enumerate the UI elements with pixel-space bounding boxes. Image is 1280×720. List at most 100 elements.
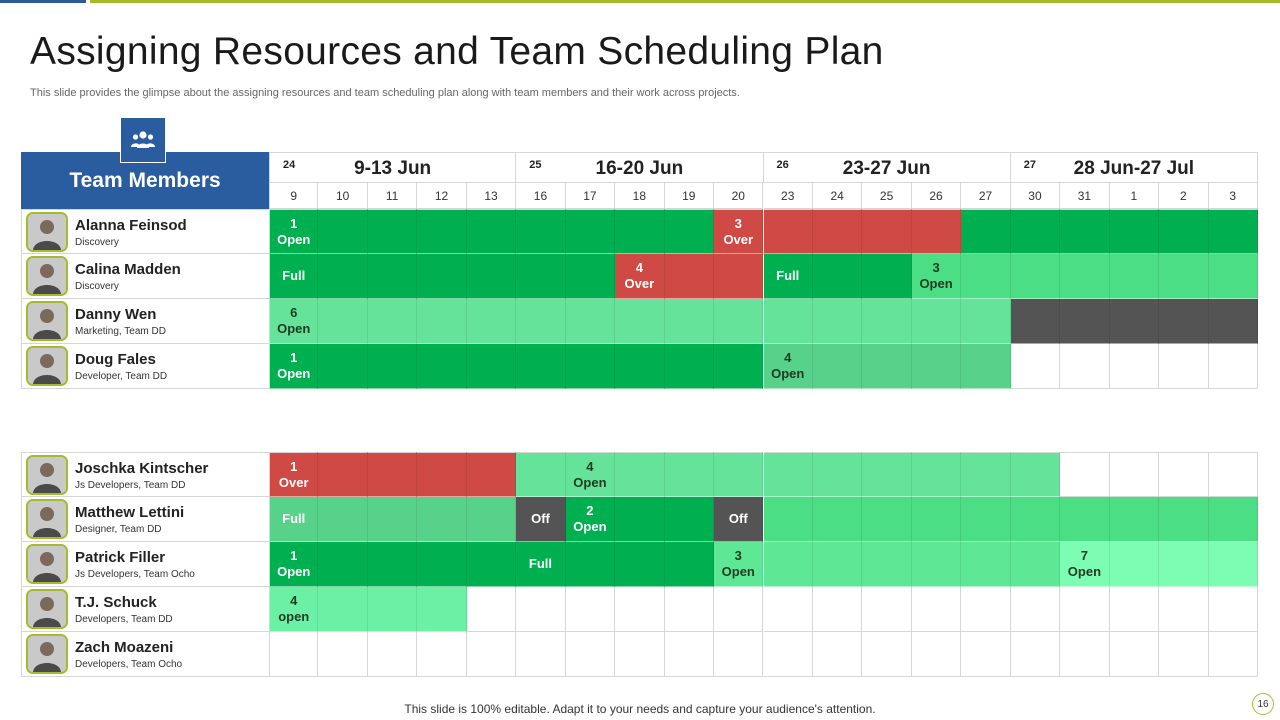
schedule-cell <box>961 452 1011 497</box>
schedule-cell <box>1208 254 1258 299</box>
schedule-cell <box>763 542 813 587</box>
schedule-cell <box>417 542 467 587</box>
schedule-cell <box>417 299 467 344</box>
schedule-cell <box>1060 452 1110 497</box>
schedule-cell <box>812 344 863 389</box>
schedule-cell <box>664 587 715 632</box>
week-label: 23-27 Jun <box>842 158 931 179</box>
member-row-label: Patrick Filler Js Developers, Team Ocho <box>21 542 269 587</box>
cell-status: 4 open <box>278 593 310 624</box>
footer-note: This slide is 100% editable. Adapt it to… <box>404 702 876 716</box>
day-header: 2 <box>1159 183 1209 209</box>
day-header: 9 <box>269 183 319 209</box>
schedule-cell: 3 Open <box>911 254 962 299</box>
schedule-cell <box>1010 632 1061 677</box>
schedule-cell <box>318 452 368 497</box>
week-number: 27 <box>1023 159 1036 171</box>
schedule-cell <box>911 497 962 542</box>
member-role: Marketing, Team DD <box>75 326 166 337</box>
member-row-label: Matthew Lettini Designer, Team DD <box>21 497 269 542</box>
schedule-cell <box>714 452 764 497</box>
schedule-cell <box>763 209 813 254</box>
schedule-cell <box>565 209 616 254</box>
cell-status: Off <box>728 511 748 526</box>
schedule-cell <box>1208 299 1258 344</box>
schedule-cell <box>763 299 813 344</box>
schedule-cell <box>961 209 1011 254</box>
day-header: 25 <box>862 183 912 209</box>
member-name: Zach Moazeni <box>75 639 174 656</box>
day-header: 26 <box>911 183 962 209</box>
schedule-cell: 3 Open <box>714 542 764 587</box>
schedule-cell <box>1060 587 1110 632</box>
member-row-label: Joschka Kintscher Js Developers, Team DD <box>21 452 269 497</box>
avatar <box>26 634 68 674</box>
week-number: 25 <box>529 159 542 171</box>
schedule-cell: 4 open <box>269 587 319 632</box>
schedule-cell <box>318 587 368 632</box>
schedule-cell <box>615 209 665 254</box>
week-header: 27 28 Jun-27 Jul <box>1010 152 1258 183</box>
schedule-cell: 4 Over <box>615 254 665 299</box>
member-row-label: Alanna Feinsod Discovery <box>21 209 269 254</box>
schedule-cell <box>1060 209 1110 254</box>
schedule-cell <box>1159 344 1209 389</box>
schedule-cell <box>664 209 715 254</box>
member-name: Patrick Filler <box>75 549 166 566</box>
schedule-cell <box>318 542 368 587</box>
day-header: 24 <box>812 183 863 209</box>
day-header: 27 <box>961 183 1011 209</box>
schedule-cell <box>615 299 665 344</box>
schedule-cell <box>367 344 418 389</box>
schedule-cell <box>466 344 517 389</box>
cell-status: 2 Open <box>573 503 607 534</box>
cell-status: 3 Open <box>721 548 755 579</box>
schedule-cell <box>862 587 912 632</box>
schedule-cell <box>1109 542 1160 587</box>
member-row-label: Doug Fales Developer, Team DD <box>21 344 269 389</box>
schedule-cell <box>417 587 467 632</box>
schedule-cell <box>516 254 566 299</box>
member-role: Designer, Team DD <box>75 524 162 535</box>
schedule-cell <box>961 344 1011 389</box>
schedule-cell <box>466 452 517 497</box>
cell-status: 3 Open <box>919 260 953 291</box>
week-label: 28 Jun-27 Jul <box>1073 158 1195 179</box>
week-header: 24 9-13 Jun <box>269 152 517 183</box>
schedule-cell <box>516 209 566 254</box>
schedule-cell <box>714 632 764 677</box>
member-name: Doug Fales <box>75 351 156 368</box>
schedule-cell: 1 Open <box>269 344 319 389</box>
schedule-cell <box>417 209 467 254</box>
schedule-cell <box>961 587 1011 632</box>
schedule-cell <box>1010 254 1061 299</box>
schedule-cell: 3 Over <box>714 209 764 254</box>
week-label: 9-13 Jun <box>354 158 432 179</box>
member-role: Developer, Team DD <box>75 371 168 382</box>
schedule-cell <box>911 542 962 587</box>
avatar <box>26 301 68 341</box>
member-role: Discovery <box>75 281 119 292</box>
member-name: Matthew Lettini <box>75 504 185 521</box>
schedule-cell <box>862 542 912 587</box>
schedule-cell <box>1208 209 1258 254</box>
day-header: 31 <box>1060 183 1110 209</box>
member-row-label: Zach Moazeni Developers, Team Ocho <box>21 632 269 677</box>
day-header: 3 <box>1208 183 1258 209</box>
schedule-cell <box>1208 587 1258 632</box>
schedule-cell <box>318 254 368 299</box>
schedule-cell <box>615 452 665 497</box>
schedule-cell <box>664 344 715 389</box>
cell-status: 6 Open <box>277 305 311 336</box>
day-header: 12 <box>417 183 467 209</box>
schedule-cell <box>1060 632 1110 677</box>
schedule-cell <box>516 344 566 389</box>
schedule-cell <box>417 497 467 542</box>
schedule-cell <box>664 632 715 677</box>
schedule-cell <box>565 542 616 587</box>
schedule-cell <box>1109 299 1160 344</box>
schedule-cell <box>1109 344 1160 389</box>
schedule-cell <box>565 344 616 389</box>
team-members-header-label: Team Members <box>69 168 221 192</box>
cell-status: 4 Over <box>624 260 655 291</box>
